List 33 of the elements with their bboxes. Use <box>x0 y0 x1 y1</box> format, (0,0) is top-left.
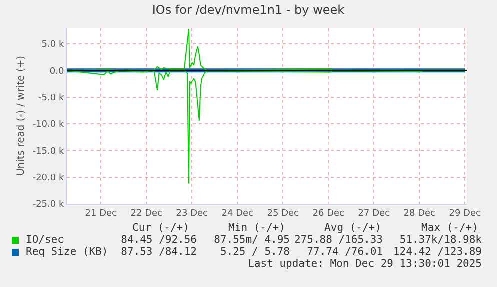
text: Last update: Mon Dec 29 13:30:01 2025 <box>248 258 482 270</box>
y-tick-label: 5.0 k <box>42 40 65 50</box>
text: Max (-/+) <box>422 222 478 234</box>
text: 84.45 /92.56 <box>121 234 197 246</box>
text: Min (-/+) <box>228 222 286 234</box>
text: 5.25 / 5.78 <box>220 246 290 258</box>
x-tick-label: 28 Dec <box>404 208 436 219</box>
x-tick-label: 21 Dec <box>85 208 118 219</box>
y-tick-label: -15.0 k <box>32 146 65 157</box>
text: Avg (-/+) <box>324 222 382 234</box>
text: Cur (-/+) <box>132 222 190 234</box>
x-tick-label: 24 Dec <box>222 208 254 219</box>
legend-label: IO/sec <box>26 234 64 246</box>
text: 87.55m/ 4.95 <box>214 234 290 246</box>
y-tick-label: -10.0 k <box>32 120 65 130</box>
x-tick-label: 23 Dec <box>176 208 208 219</box>
text: 124.42 /123.89 <box>393 246 482 258</box>
y-axis-title: Units read (-) / write (+) <box>16 56 27 176</box>
chart-title: IOs for /dev/nvme1n1 - by week <box>152 3 345 18</box>
y-tick-label: -20.0 k <box>32 173 65 184</box>
y-tick-label: -25.0 k <box>32 200 65 210</box>
x-tick-label: 26 Dec <box>312 208 345 219</box>
legend-label: Req Size (KB) <box>26 246 108 258</box>
x-tick-label: 22 Dec <box>130 208 163 219</box>
y-tick-label: 0.0 <box>50 66 64 77</box>
text: 87.53 /84.12 <box>121 246 197 258</box>
text: 275.88 /165.33 <box>294 234 383 246</box>
x-tick-label: 27 Dec <box>358 208 390 219</box>
text: 77.74 /76.01 <box>307 246 383 258</box>
text: 51.37k/18.98k <box>400 234 482 246</box>
x-tick-label: 29 Dec <box>449 208 482 219</box>
x-tick-label: 25 Dec <box>267 208 300 219</box>
y-tick-label: -5.0 k <box>38 93 65 104</box>
